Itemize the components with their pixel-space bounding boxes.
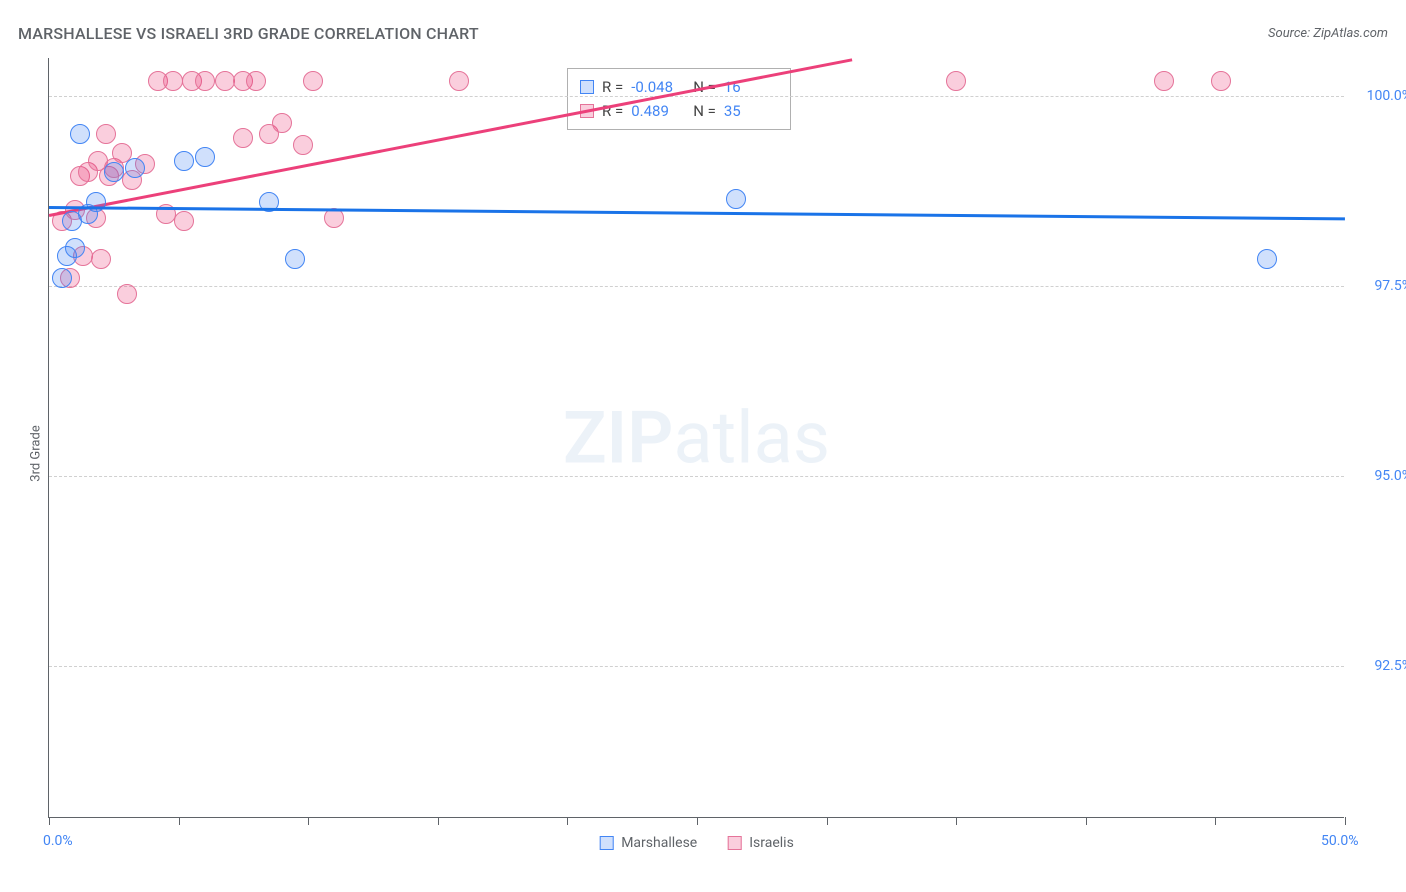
xtick: [49, 817, 50, 825]
data-point-israelis: [174, 211, 194, 231]
legend-item-marshallese: Marshallese: [599, 835, 697, 851]
data-point-marshallese: [65, 238, 85, 258]
swatch-marshallese-icon: [580, 80, 594, 94]
data-point-israelis: [246, 71, 266, 91]
xtick: [438, 817, 439, 825]
stat-r-value: 0.489: [631, 99, 685, 123]
watermark-logo: ZIPatlas: [563, 395, 830, 480]
swatch-marshallese-icon: [599, 836, 613, 850]
stat-n-label: N =: [693, 99, 716, 123]
xtick: [1086, 817, 1087, 825]
xtick: [308, 817, 309, 825]
data-point-marshallese: [70, 124, 90, 144]
swatch-israelis-icon: [727, 836, 741, 850]
data-point-israelis: [215, 71, 235, 91]
data-point-marshallese: [125, 158, 145, 178]
ytick-label: 100.0%: [1352, 88, 1406, 104]
data-point-israelis: [1154, 71, 1174, 91]
legend-label: Marshallese: [621, 835, 697, 851]
xtick: [956, 817, 957, 825]
data-point-israelis: [233, 128, 253, 148]
xtick: [1215, 817, 1216, 825]
data-point-marshallese: [1257, 249, 1277, 269]
data-point-israelis: [449, 71, 469, 91]
trendline-marshallese: [49, 206, 1345, 220]
gridline: [49, 666, 1344, 667]
stats-row-israelis: R = 0.489 N = 35: [580, 99, 778, 123]
gridline: [49, 286, 1344, 287]
data-point-marshallese: [285, 249, 305, 269]
chart-title: MARSHALLESE VS ISRAELI 3RD GRADE CORRELA…: [18, 24, 479, 43]
data-point-israelis: [163, 71, 183, 91]
stat-n-value: 35: [724, 99, 778, 123]
xtick-label: 0.0%: [43, 833, 73, 849]
gridline: [49, 476, 1344, 477]
data-point-israelis: [195, 71, 215, 91]
data-point-israelis: [293, 135, 313, 155]
xtick-label: 50.0%: [1321, 833, 1359, 849]
legend-label: Israelis: [749, 835, 794, 851]
data-point-marshallese: [195, 147, 215, 167]
data-point-israelis: [96, 124, 116, 144]
data-point-israelis: [117, 284, 137, 304]
gridline: [49, 96, 1344, 97]
ytick-label: 95.0%: [1352, 468, 1406, 484]
data-point-israelis: [272, 113, 292, 133]
data-point-israelis: [303, 71, 323, 91]
chart-plot-area: ZIPatlas R = -0.048 N = 16 R = 0.489 N =…: [48, 58, 1344, 818]
chart-source: Source: ZipAtlas.com: [1268, 26, 1388, 41]
data-point-israelis: [91, 249, 111, 269]
data-point-marshallese: [726, 189, 746, 209]
xtick: [567, 817, 568, 825]
xtick: [827, 817, 828, 825]
xtick: [1345, 817, 1346, 825]
data-point-marshallese: [86, 192, 106, 212]
legend-item-israelis: Israelis: [727, 835, 794, 851]
data-point-israelis: [1211, 71, 1231, 91]
data-point-marshallese: [174, 151, 194, 171]
ytick-label: 97.5%: [1352, 278, 1406, 294]
xtick: [697, 817, 698, 825]
data-point-marshallese: [104, 162, 124, 182]
ytick-label: 92.5%: [1352, 658, 1406, 674]
data-point-israelis: [946, 71, 966, 91]
xtick: [179, 817, 180, 825]
y-axis-label: 3rd Grade: [29, 425, 44, 481]
chart-legend: Marshallese Israelis: [599, 835, 794, 851]
